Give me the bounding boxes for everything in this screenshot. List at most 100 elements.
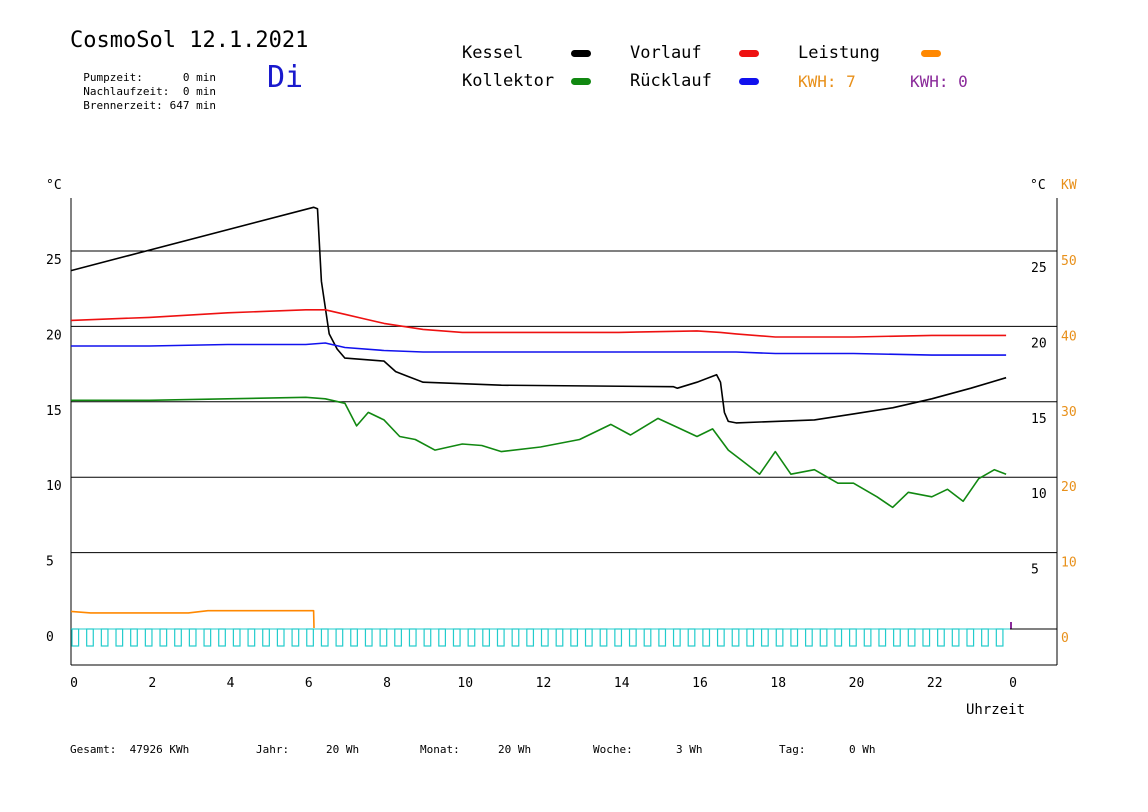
pump-pulse: [966, 628, 975, 647]
pump-pulse: [174, 628, 182, 647]
pump-pulse: [144, 628, 153, 647]
stat-value: 647 min: [169, 99, 216, 112]
legend-label: Kollektor: [462, 71, 555, 91]
footer-woche: Woche:: [593, 743, 633, 756]
y-tick-label-left: 25: [46, 253, 62, 268]
legend-label: Rücklauf: [630, 71, 712, 91]
x-tick-label: 2: [148, 676, 156, 691]
pump-pulse: [863, 628, 872, 647]
pump-pulse: [188, 628, 197, 647]
x-tick-label: 4: [227, 676, 235, 691]
pump-pulse: [276, 628, 285, 647]
pump-pulse: [379, 628, 388, 647]
footer-label: Tag:: [779, 743, 806, 756]
pump-pulse: [86, 628, 94, 647]
stat-brennerzeit: Brennerzeit: 647 min: [70, 86, 216, 112]
pump-pulse: [643, 628, 652, 647]
stat-value: 0 min: [182, 71, 216, 84]
x-tick-label: 0: [70, 676, 78, 691]
right-axis-unit: °C: [1030, 178, 1046, 193]
legend-ruecklauf: Rücklauf: [630, 71, 712, 91]
series-line-leistung: [70, 609, 315, 629]
pump-pulse: [584, 628, 593, 647]
y-tick-label-right: 10: [1031, 487, 1047, 502]
y-tick-label-left: 0: [46, 630, 54, 645]
left-axis-unit: °C: [46, 178, 62, 193]
y-tick-label-kw: 30: [1061, 405, 1077, 420]
pump-pulse: [555, 628, 564, 647]
pump-pulse: [291, 628, 300, 647]
pump-pulse: [922, 628, 931, 647]
footer-jahr: Jahr:: [256, 743, 289, 756]
pump-pulse: [482, 628, 491, 647]
stat-label: Brennerzeit:: [83, 99, 163, 112]
pump-pulse: [130, 628, 138, 647]
stat-value: 0 min: [182, 85, 216, 98]
x-tick-label: 10: [457, 676, 473, 691]
pump-pulse: [438, 628, 446, 647]
pump-pulse: [262, 628, 270, 647]
legend-swatch-ruecklauf: [739, 78, 759, 85]
pump-pulse: [819, 628, 828, 647]
legend-label: Vorlauf: [630, 43, 702, 63]
pump-pulse: [804, 628, 813, 647]
x-axis-label: Uhrzeit: [966, 702, 1026, 718]
footer-woche-value: 3 Wh: [676, 743, 703, 756]
pump-pulse: [570, 628, 579, 647]
series-line-kollektor: [71, 396, 1007, 509]
pump-pulse: [218, 628, 226, 647]
series-line-kessel: [70, 206, 1007, 424]
stat-pumpzeit: Pumpzeit: 0 min: [70, 58, 216, 84]
footer-label: Gesamt:: [70, 743, 117, 756]
stat-label: Pumpzeit:: [83, 71, 143, 84]
series-line-vorlauf: [70, 308, 1007, 338]
pump-pulse: [760, 628, 769, 647]
legend-vorlauf: Vorlauf: [630, 43, 702, 63]
stat-label: Nachlaufzeit:: [83, 85, 170, 98]
pump-pulse: [995, 628, 1004, 647]
footer-label: Woche:: [593, 743, 633, 756]
footer-value: 47926 KWh: [129, 743, 190, 756]
pump-pulse: [306, 628, 314, 647]
legend-swatch-vorlauf: [739, 50, 759, 57]
pump-pulse: [658, 628, 667, 647]
x-tick-label: 6: [305, 676, 313, 691]
pump-pulse: [834, 628, 843, 647]
y-tick-label-left: 15: [46, 404, 62, 419]
y-tick-label-right: 15: [1031, 412, 1047, 427]
footer-tag-value: 0 Wh: [849, 743, 876, 756]
right-axis-kw-unit: KW: [1061, 178, 1077, 193]
y-tick-label-right: 5: [1031, 563, 1039, 578]
legend-kollektor: Kollektor: [462, 71, 554, 91]
pump-pulse: [364, 628, 373, 647]
pump-pulse: [511, 628, 520, 647]
pump-pulse: [540, 628, 549, 647]
pump-pulse: [746, 628, 755, 647]
pump-pulse: [614, 628, 623, 647]
footer-gesamt: Gesamt: 47926 KWh: [70, 743, 189, 756]
legend-label: Leistung: [798, 43, 880, 63]
pump-pulse: [423, 628, 432, 647]
y-tick-label-kw: 0: [1061, 631, 1069, 646]
pump-pulse: [775, 628, 784, 647]
weekday-label: Di: [267, 60, 304, 95]
pump-pulse: [937, 628, 945, 647]
footer-monat-value: 20 Wh: [498, 743, 532, 756]
pump-pulse: [320, 628, 329, 647]
pump-pulse: [467, 628, 476, 647]
y-tick-label-left: 5: [46, 555, 54, 570]
pump-pulse: [71, 628, 80, 647]
pump-pulse: [247, 628, 256, 647]
pump-pulse: [981, 628, 989, 647]
x-tick-label: 20: [849, 676, 865, 691]
pump-pulse: [452, 628, 461, 647]
y-tick-label-kw: 20: [1061, 480, 1077, 495]
footer-label: Monat:: [420, 743, 460, 756]
legend-leistung: Leistung: [798, 43, 880, 63]
pump-pulse: [100, 628, 109, 647]
x-tick-label: 12: [536, 676, 552, 691]
pump-pulse: [203, 628, 212, 647]
legend-label: Kessel: [462, 43, 524, 63]
pump-pulse: [702, 628, 711, 647]
y-tick-label-kw: 10: [1061, 556, 1077, 571]
